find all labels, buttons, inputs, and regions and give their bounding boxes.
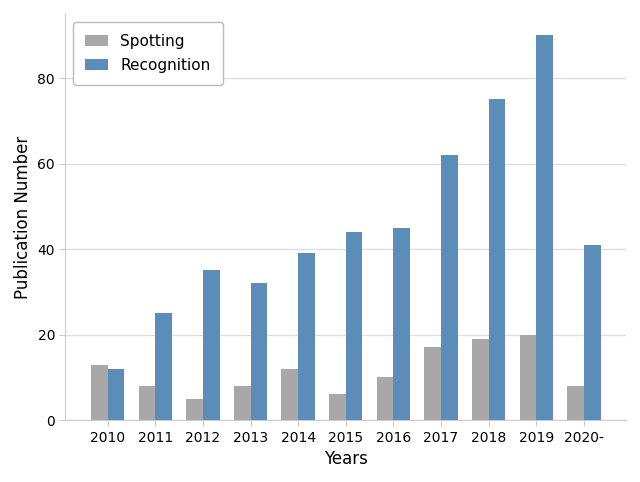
Bar <box>567 386 584 420</box>
X-axis label: Years: Years <box>324 450 368 468</box>
Legend: Spotting, Recognition: Spotting, Recognition <box>73 22 223 85</box>
Bar <box>472 339 489 420</box>
Bar <box>203 270 220 420</box>
Bar <box>156 313 172 420</box>
Bar <box>536 35 553 420</box>
Bar <box>234 386 250 420</box>
Bar <box>329 394 346 420</box>
Bar <box>298 254 315 420</box>
Bar <box>394 228 410 420</box>
Y-axis label: Publication Number: Publication Number <box>14 135 32 299</box>
Bar <box>489 99 506 420</box>
Bar <box>377 377 394 420</box>
Bar <box>282 369 298 420</box>
Bar <box>250 283 268 420</box>
Bar <box>91 364 108 420</box>
Bar <box>441 155 458 420</box>
Bar <box>139 386 156 420</box>
Bar <box>186 399 203 420</box>
Bar <box>520 335 536 420</box>
Bar <box>346 232 362 420</box>
Bar <box>584 245 600 420</box>
Bar <box>424 348 441 420</box>
Bar <box>108 369 124 420</box>
